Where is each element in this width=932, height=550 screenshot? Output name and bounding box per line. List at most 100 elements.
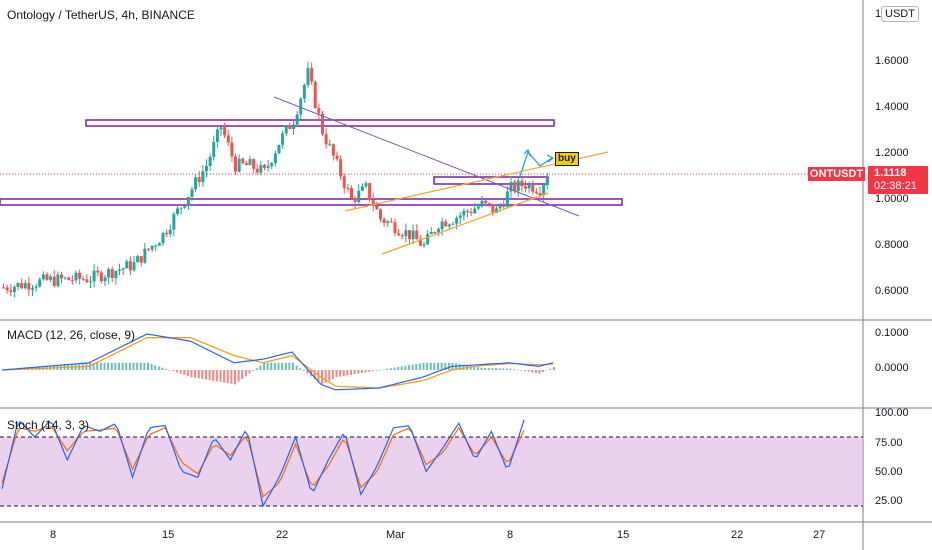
candle-body — [31, 288, 34, 290]
candle-body — [103, 277, 107, 282]
macd-histogram-bar — [404, 365, 407, 370]
candle-body — [223, 127, 227, 136]
macd-histogram-bar — [513, 369, 516, 370]
macd-histogram-bar — [509, 368, 512, 370]
candle-body — [321, 113, 324, 135]
bar-countdown: 02:38:21 — [874, 180, 917, 192]
macd-histogram-bar — [353, 370, 356, 375]
candle-body — [157, 243, 161, 246]
candle-body — [252, 159, 256, 169]
macd-histogram-bar — [205, 370, 207, 380]
date-tick: 15 — [162, 529, 175, 541]
macd-histogram-bar — [527, 370, 530, 372]
candle-body — [408, 230, 411, 240]
candle-body — [121, 268, 125, 270]
macd-histogram-bar — [360, 370, 363, 373]
macd-histogram-bar — [368, 370, 371, 372]
candle-body — [393, 222, 397, 234]
candle-body — [190, 189, 194, 197]
date-tick: 8 — [507, 529, 514, 541]
current-price: 1.1118 — [874, 167, 907, 179]
macd-histogram-bar — [197, 370, 200, 379]
candle-body — [462, 210, 466, 216]
candle-body — [418, 239, 422, 246]
date-tick: Mar — [386, 529, 405, 541]
macd-histogram-bar — [92, 362, 95, 370]
date-tick: 15 — [617, 529, 630, 541]
macd-histogram-bar — [230, 370, 233, 384]
candle-body — [353, 198, 357, 203]
candle-body — [266, 166, 270, 168]
candle-body — [20, 282, 24, 289]
candle-body — [136, 256, 140, 263]
exchange: BINANCE — [141, 8, 195, 22]
resistance-zone[interactable] — [85, 119, 555, 127]
candle-body — [248, 159, 252, 166]
currency-badge[interactable]: USDT — [881, 6, 919, 22]
candle-body — [168, 229, 172, 235]
price-tick-top: 1 — [875, 8, 882, 20]
buy-label[interactable]: buy — [555, 152, 579, 166]
macd-label[interactable]: MACD (12, 26, close, 9) — [7, 328, 136, 342]
symbol-name[interactable]: Ontology / TetherUS — [7, 8, 115, 22]
macd-histogram-bar — [244, 370, 247, 377]
chart-title: Ontology / TetherUS, 4h, BINANCE — [7, 8, 195, 22]
macd-histogram-bar — [447, 362, 450, 370]
candle-body — [172, 213, 176, 230]
candle-body — [292, 124, 295, 130]
candle-body — [350, 188, 353, 199]
macd-histogram-bar — [473, 366, 476, 370]
candle-body — [400, 235, 404, 237]
candle-body — [194, 177, 198, 190]
candle-body — [498, 205, 502, 209]
support-zone[interactable] — [0, 198, 623, 206]
macd-histogram-bar — [295, 365, 298, 370]
macd-tick: 0.0000 — [875, 362, 909, 374]
candle-body — [426, 234, 430, 245]
macd-histogram-bar — [237, 370, 240, 382]
macd-histogram-bar — [157, 366, 160, 370]
interval[interactable]: 4h — [121, 8, 135, 22]
macd-histogram-bar — [346, 370, 349, 376]
candle-body — [317, 107, 321, 114]
candle-body — [237, 158, 241, 172]
macd-histogram-bar — [429, 362, 432, 370]
descending-trendline[interactable] — [273, 96, 580, 217]
candle-body — [186, 196, 190, 206]
price-tick: 1.6000 — [875, 55, 909, 67]
date-tick: 27 — [813, 529, 826, 541]
stoch-label[interactable]: Stoch (14, 3, 3) — [7, 418, 90, 432]
macd-line — [1, 333, 554, 391]
candle-body — [63, 277, 67, 279]
candle-body — [444, 221, 448, 227]
forecast-arrow[interactable] — [519, 148, 555, 177]
date-tick: 22 — [731, 529, 744, 541]
macd-histogram-bar — [444, 362, 447, 370]
candle-body — [52, 276, 56, 286]
candle-body — [273, 153, 277, 164]
candle-body — [375, 205, 379, 210]
macd-histogram-bar — [418, 363, 421, 370]
stoch-tick: 100.00 — [875, 407, 909, 419]
macd-histogram-bar — [121, 362, 124, 370]
candle-body — [331, 144, 335, 156]
macd-histogram-bar — [212, 370, 215, 381]
macd-histogram-bar — [502, 368, 505, 370]
stoch-k-line — [1, 419, 525, 508]
macd-histogram-bar — [223, 370, 226, 383]
candle-body — [230, 142, 234, 157]
macd-histogram-bar — [201, 370, 204, 379]
candle-body — [161, 232, 165, 244]
wedge-lower-line[interactable] — [381, 192, 549, 255]
macd-histogram-bar — [484, 367, 487, 370]
macd-histogram-bar — [433, 362, 436, 370]
macd-histogram-bar — [132, 362, 135, 370]
macd-histogram-bar — [161, 367, 164, 370]
candle-body — [404, 230, 408, 237]
macd-histogram-bar — [339, 370, 342, 377]
candle-body — [147, 248, 150, 250]
candle-body — [139, 256, 143, 263]
candle-body — [484, 200, 488, 204]
candle-body — [99, 272, 103, 282]
